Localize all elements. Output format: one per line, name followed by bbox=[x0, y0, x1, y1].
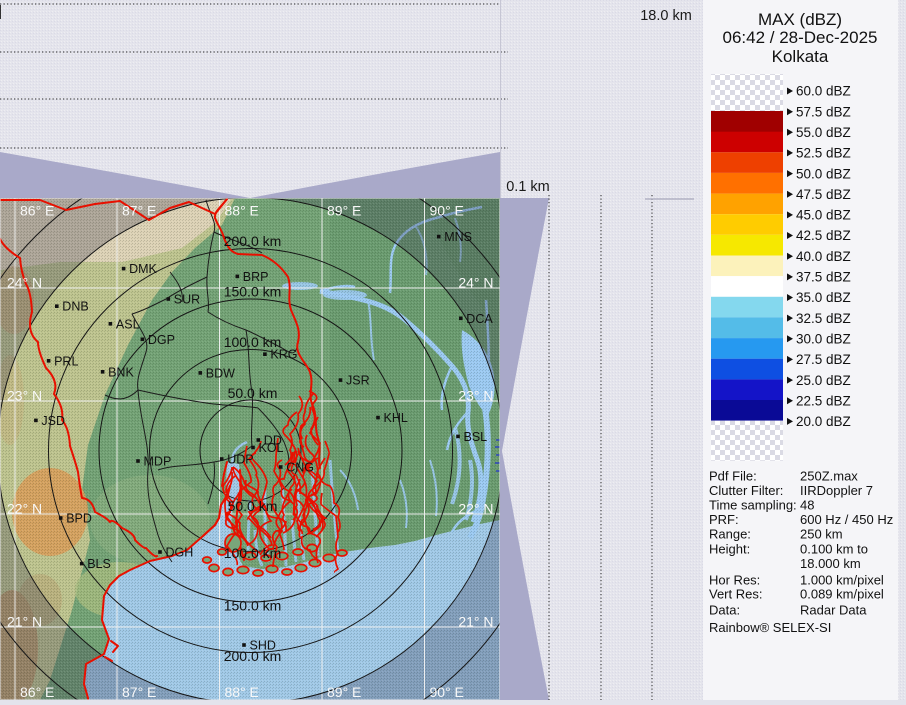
svg-text:100.0 km: 100.0 km bbox=[224, 334, 282, 350]
svg-text:45.0 dBZ: 45.0 dBZ bbox=[796, 208, 851, 223]
svg-text:60.0 dBZ: 60.0 dBZ bbox=[796, 84, 851, 99]
svg-text:PRF:: PRF: bbox=[709, 512, 739, 527]
svg-text:KOL: KOL bbox=[259, 441, 284, 455]
svg-text:24° N: 24° N bbox=[458, 275, 493, 291]
svg-text:Data:: Data: bbox=[709, 603, 740, 618]
svg-text:200.0 km: 200.0 km bbox=[224, 233, 282, 249]
svg-text:Kolkata: Kolkata bbox=[772, 47, 829, 66]
svg-text:CNG: CNG bbox=[286, 461, 314, 475]
svg-text:BNK: BNK bbox=[108, 365, 134, 379]
svg-text:22° N: 22° N bbox=[7, 501, 42, 517]
svg-text:DNB: DNB bbox=[62, 300, 88, 314]
svg-text:Vert Res:: Vert Res: bbox=[709, 587, 762, 602]
svg-text:35.0 dBZ: 35.0 dBZ bbox=[796, 290, 851, 305]
svg-text:90° E: 90° E bbox=[430, 203, 464, 219]
svg-text:100.0 km: 100.0 km bbox=[224, 545, 282, 561]
svg-text:22.5 dBZ: 22.5 dBZ bbox=[796, 393, 851, 408]
svg-text:89° E: 89° E bbox=[327, 203, 361, 219]
svg-text:150.0 km: 150.0 km bbox=[224, 598, 282, 614]
svg-text:1.000 km/pixel: 1.000 km/pixel bbox=[800, 573, 884, 588]
svg-text:86° E: 86° E bbox=[20, 203, 54, 219]
svg-text:Time sampling:: Time sampling: bbox=[709, 498, 797, 513]
svg-text:32.5 dBZ: 32.5 dBZ bbox=[796, 311, 851, 326]
svg-text:50.0 km: 50.0 km bbox=[228, 385, 278, 401]
svg-text:50.0 dBZ: 50.0 dBZ bbox=[796, 166, 851, 181]
svg-text:IIRDoppler 7: IIRDoppler 7 bbox=[800, 483, 873, 498]
svg-text:50.0 km: 50.0 km bbox=[228, 498, 278, 514]
svg-text:BSL: BSL bbox=[464, 430, 488, 444]
svg-text:06:42 / 28-Dec-2025: 06:42 / 28-Dec-2025 bbox=[723, 28, 878, 47]
svg-text:52.5 dBZ: 52.5 dBZ bbox=[796, 146, 851, 161]
svg-text:47.5 dBZ: 47.5 dBZ bbox=[796, 187, 851, 202]
svg-text:BDW: BDW bbox=[206, 366, 235, 380]
svg-text:55.0 dBZ: 55.0 dBZ bbox=[796, 125, 851, 140]
svg-text:Clutter Filter:: Clutter Filter: bbox=[709, 483, 783, 498]
svg-text:0.1 km: 0.1 km bbox=[506, 179, 550, 195]
svg-text:DGH: DGH bbox=[166, 546, 194, 560]
svg-text:Hor Res:: Hor Res: bbox=[709, 573, 760, 588]
svg-text:MAX (dBZ): MAX (dBZ) bbox=[758, 10, 842, 29]
svg-text:250 km: 250 km bbox=[800, 527, 843, 542]
svg-text:DCA: DCA bbox=[466, 312, 493, 326]
svg-text:87° E: 87° E bbox=[122, 203, 156, 219]
svg-text:21° N: 21° N bbox=[7, 614, 42, 630]
svg-text:90° E: 90° E bbox=[430, 684, 464, 700]
svg-text:0.089 km/pixel: 0.089 km/pixel bbox=[800, 587, 884, 602]
svg-text:24° N: 24° N bbox=[7, 275, 42, 291]
svg-text:SUR: SUR bbox=[174, 293, 200, 307]
svg-text:88° E: 88° E bbox=[225, 684, 259, 700]
svg-text:SHD: SHD bbox=[250, 639, 276, 653]
svg-text:88° E: 88° E bbox=[225, 203, 259, 219]
svg-text:23° N: 23° N bbox=[458, 388, 493, 404]
svg-text:JSR: JSR bbox=[346, 374, 370, 388]
svg-text:37.5 dBZ: 37.5 dBZ bbox=[796, 270, 851, 285]
svg-text:87° E: 87° E bbox=[122, 684, 156, 700]
svg-text:Radar Data: Radar Data bbox=[800, 603, 867, 618]
svg-text:48: 48 bbox=[800, 498, 814, 513]
svg-text:57.5 dBZ: 57.5 dBZ bbox=[796, 104, 851, 119]
svg-text:Rainbow® SELEX-SI: Rainbow® SELEX-SI bbox=[709, 620, 831, 635]
svg-text:DMK: DMK bbox=[129, 262, 157, 276]
svg-text:JSD: JSD bbox=[41, 414, 65, 428]
svg-text:DGP: DGP bbox=[148, 333, 175, 347]
svg-text:BRP: BRP bbox=[243, 270, 269, 284]
svg-text:23° N: 23° N bbox=[7, 388, 42, 404]
svg-text:21° N: 21° N bbox=[458, 614, 493, 630]
svg-text:BPD: BPD bbox=[66, 512, 92, 526]
svg-text:89° E: 89° E bbox=[327, 684, 361, 700]
svg-text:40.0 dBZ: 40.0 dBZ bbox=[796, 249, 851, 264]
svg-text:DD: DD bbox=[264, 434, 282, 448]
svg-text:250Z.max: 250Z.max bbox=[800, 469, 858, 484]
svg-text:Pdf File:: Pdf File: bbox=[709, 469, 757, 484]
svg-text:MNS: MNS bbox=[444, 230, 472, 244]
svg-text:Height:: Height: bbox=[709, 542, 750, 557]
svg-text:200.0 km: 200.0 km bbox=[224, 648, 282, 664]
svg-text:20.0 dBZ: 20.0 dBZ bbox=[796, 414, 851, 429]
svg-text:BLS: BLS bbox=[87, 557, 111, 571]
svg-text:Range:: Range: bbox=[709, 527, 751, 542]
svg-text:PRL: PRL bbox=[54, 354, 78, 368]
svg-text:MDP: MDP bbox=[144, 455, 172, 469]
svg-text:30.0 dBZ: 30.0 dBZ bbox=[796, 332, 851, 347]
svg-text:0.100 km to: 0.100 km to bbox=[800, 542, 868, 557]
svg-text:KHL: KHL bbox=[384, 411, 408, 425]
svg-text:86° E: 86° E bbox=[20, 684, 54, 700]
svg-text:27.5 dBZ: 27.5 dBZ bbox=[796, 352, 851, 367]
svg-text:150.0 km: 150.0 km bbox=[224, 284, 282, 300]
svg-text:42.5 dBZ: 42.5 dBZ bbox=[796, 228, 851, 243]
svg-text:18.000 km: 18.000 km bbox=[800, 556, 861, 571]
svg-text:22° N: 22° N bbox=[458, 501, 493, 517]
svg-text:ASL: ASL bbox=[116, 317, 140, 331]
svg-text:KRG: KRG bbox=[270, 348, 297, 362]
svg-text:600 Hz / 450 Hz: 600 Hz / 450 Hz bbox=[800, 512, 893, 527]
svg-text:25.0 dBZ: 25.0 dBZ bbox=[796, 373, 851, 388]
svg-text:UDP: UDP bbox=[227, 453, 253, 467]
svg-text:18.0 km: 18.0 km bbox=[640, 8, 692, 24]
